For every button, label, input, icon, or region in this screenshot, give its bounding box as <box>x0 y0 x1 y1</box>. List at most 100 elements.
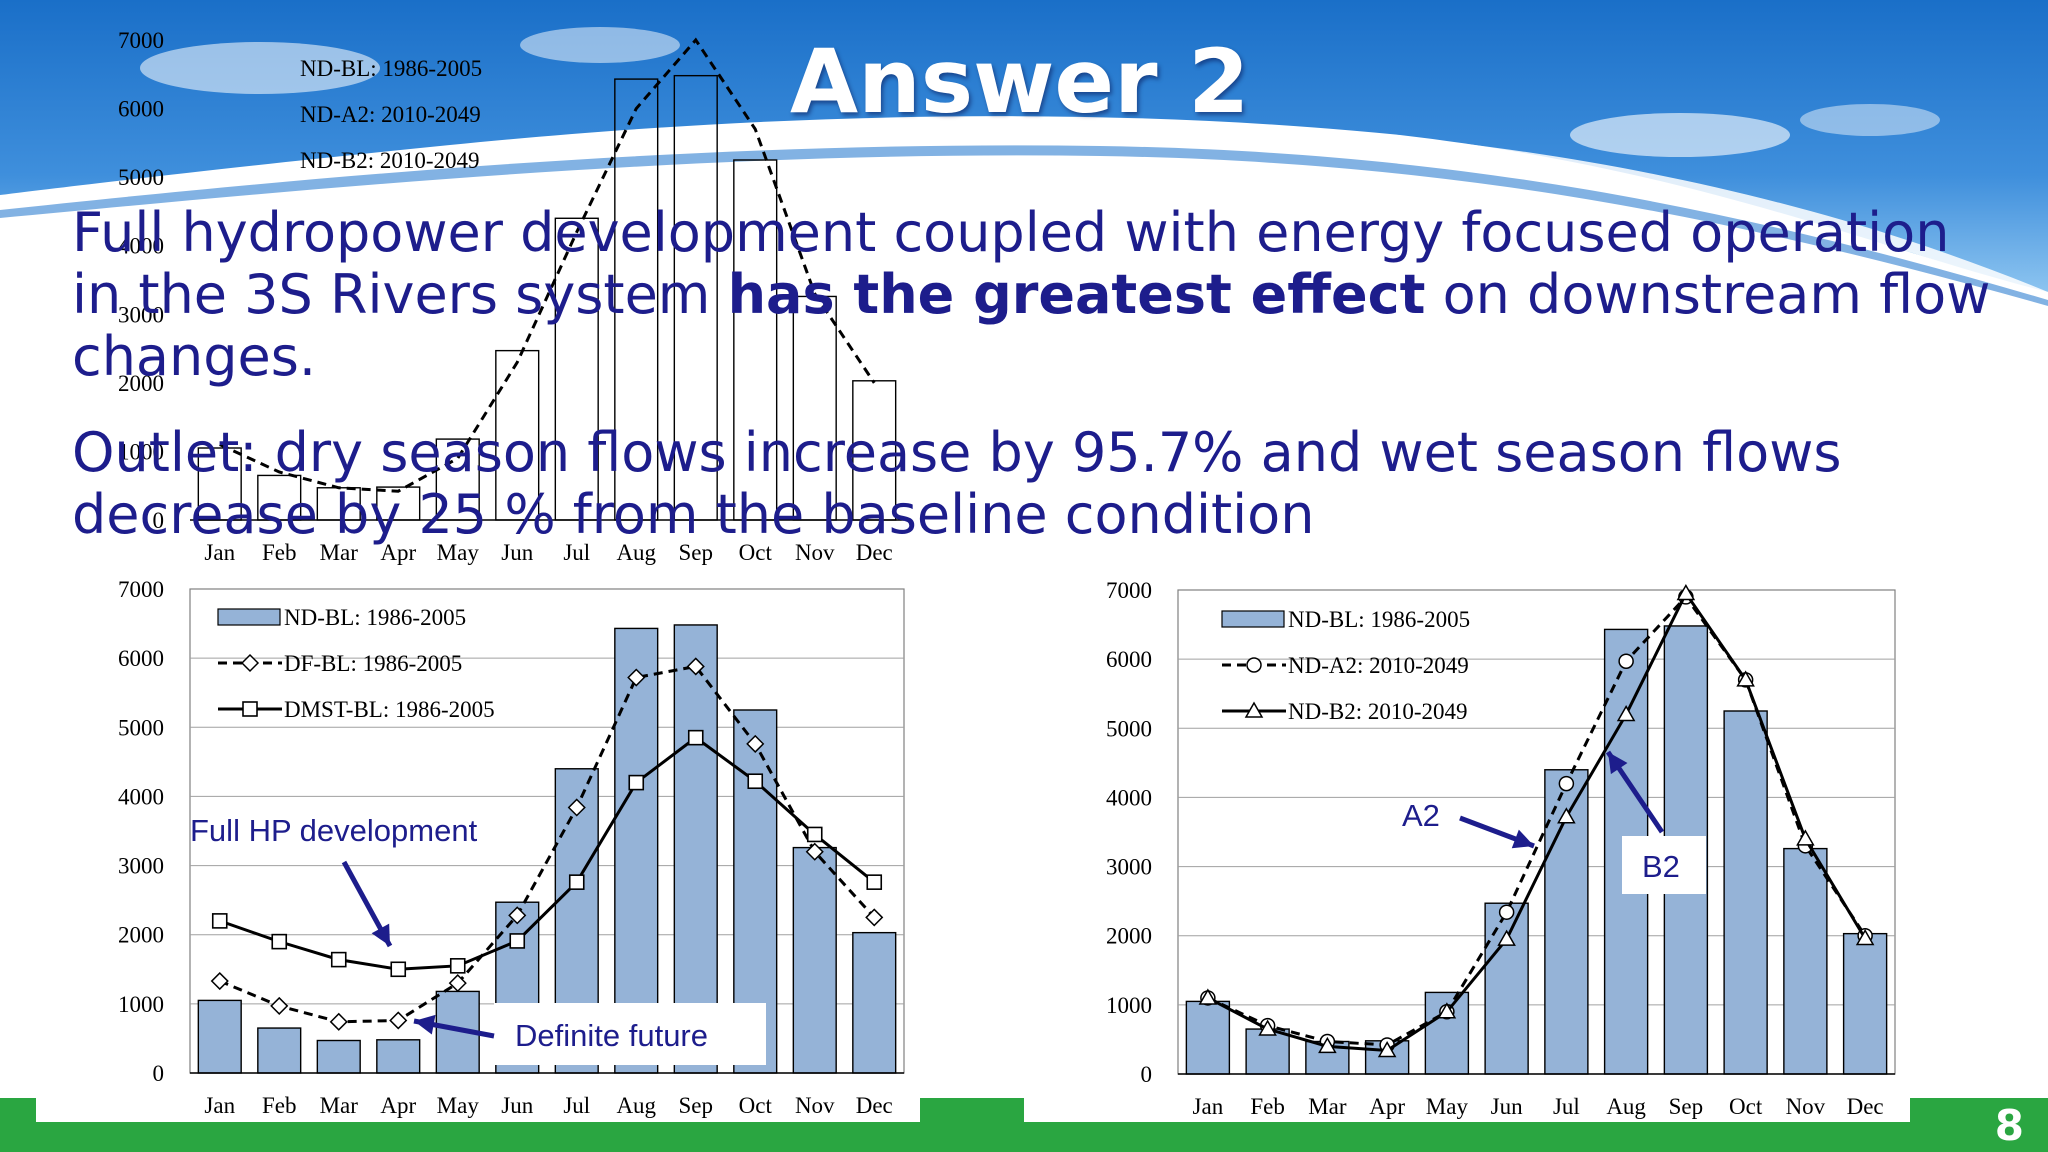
arrow-head <box>414 1014 436 1035</box>
arrow-head <box>1608 752 1628 775</box>
y-tick-label: 6000 <box>118 646 164 671</box>
arrow-head <box>371 923 390 946</box>
background-legend-label: ND-BL: 1986-2005 <box>300 56 482 81</box>
outlet-text: Outlet: dry season flows increase by 95.… <box>72 421 1842 546</box>
x-tick-label: Jun <box>1491 1094 1523 1119</box>
data-point <box>329 1012 348 1031</box>
data-point <box>686 657 705 676</box>
legend-swatch <box>217 608 281 626</box>
data-point <box>747 773 764 790</box>
arrow-head <box>1511 829 1534 849</box>
x-tick-label: Jan <box>204 1093 235 1118</box>
data-point <box>805 842 824 861</box>
annotation-box-definite-future <box>494 1003 766 1065</box>
data-point <box>1796 829 1815 846</box>
y-tick-label: 2000 <box>118 371 164 396</box>
legend-label: ND-BL: 1986-2005 <box>1288 607 1470 632</box>
annotation-a2: A2 <box>1402 798 1440 833</box>
y-tick-label: 5000 <box>1106 716 1152 741</box>
x-tick-label: Aug <box>616 540 656 565</box>
annotation-arrow-definite-future <box>413 1014 495 1039</box>
x-tick-label: Jul <box>1553 1094 1580 1119</box>
x-tick-label: Oct <box>739 1093 773 1118</box>
annotation-arrow-a2 <box>1459 815 1535 849</box>
background-legend-label: ND-A2: 2010-2049 <box>300 102 481 127</box>
data-point <box>1618 653 1634 669</box>
bar <box>1185 1000 1231 1075</box>
y-tick-label: 3000 <box>1106 855 1152 880</box>
bar <box>1783 847 1828 1075</box>
x-tick-label: Jul <box>563 540 590 565</box>
x-tick-label: Sep <box>679 1093 714 1118</box>
background-legend-label: ND-B2: 2010-2049 <box>300 148 480 173</box>
annotation-box-b2 <box>1622 836 1706 894</box>
y-tick-label: 5000 <box>118 715 164 740</box>
y-tick-label: 0 <box>153 508 165 533</box>
data-point <box>1498 904 1515 920</box>
legend-label: DMST-BL: 1986-2005 <box>284 697 495 722</box>
finding-text-emphasis: has the greatest effect <box>727 263 1426 326</box>
y-tick-label: 3000 <box>118 302 164 327</box>
y-tick-label: 4000 <box>1106 785 1152 810</box>
bar <box>614 627 659 1074</box>
y-tick-label: 0 <box>153 1061 165 1086</box>
legend-marker <box>242 701 258 717</box>
data-point <box>1557 807 1576 824</box>
x-tick-label: Dec <box>856 1093 893 1118</box>
y-tick-label: 7000 <box>118 577 164 602</box>
x-tick-label: Feb <box>262 1093 297 1118</box>
legend-label: ND-BL: 1986-2005 <box>284 605 466 630</box>
y-tick-label: 7000 <box>118 28 164 53</box>
x-tick-label: Dec <box>1847 1094 1884 1119</box>
x-tick-label: May <box>437 540 480 565</box>
x-tick-label: Dec <box>856 540 893 565</box>
legend-marker <box>1246 657 1262 673</box>
wave-blue <box>0 145 2048 306</box>
y-tick-label: 5000 <box>118 165 164 190</box>
data-point <box>568 874 585 890</box>
data-point <box>1855 928 1875 946</box>
data-point <box>1558 775 1575 792</box>
data-point <box>449 958 466 974</box>
x-tick-label: Jul <box>563 1093 590 1118</box>
x-tick-label: Feb <box>1250 1094 1285 1119</box>
slide-title: Answer 2 <box>790 30 1250 133</box>
y-tick-label: 1000 <box>118 439 164 464</box>
finding-text-end: on downstream flow changes. <box>72 263 1991 388</box>
annotation-b2: B2 <box>1642 849 1680 884</box>
bar <box>1842 932 1888 1075</box>
x-tick-label: Sep <box>679 540 714 565</box>
x-tick-label: May <box>437 1093 480 1118</box>
data-point <box>567 798 586 817</box>
x-tick-label: Jan <box>1193 1094 1224 1119</box>
bar <box>197 999 242 1074</box>
y-tick-label: 6000 <box>118 97 164 122</box>
legend-label: ND-B2: 2010-2049 <box>1288 699 1468 724</box>
data-point <box>389 1011 408 1030</box>
data-point <box>866 874 883 890</box>
y-tick-label: 1000 <box>1106 993 1152 1018</box>
sky-banner <box>0 0 2048 292</box>
data-point <box>1736 670 1755 687</box>
x-tick-label: Apr <box>1369 1094 1405 1119</box>
x-tick-label: Mar <box>320 540 359 565</box>
x-tick-label: Jun <box>501 1093 533 1118</box>
series-line <box>219 735 876 971</box>
bar <box>792 846 837 1074</box>
annotation-full-hp-development: Full HP development <box>190 813 478 848</box>
legend-marker <box>1244 701 1264 718</box>
data-point <box>865 908 884 927</box>
y-tick-label: 0 <box>1141 1062 1153 1087</box>
data-point <box>508 906 527 925</box>
data-point <box>448 974 467 993</box>
data-point <box>1676 583 1696 601</box>
data-point <box>270 996 289 1015</box>
y-tick-label: 7000 <box>1106 578 1152 603</box>
page-number: 8 <box>1994 1101 2024 1150</box>
x-tick-label: Nov <box>795 1093 835 1118</box>
x-tick-label: Oct <box>739 540 773 565</box>
data-point <box>687 729 704 746</box>
